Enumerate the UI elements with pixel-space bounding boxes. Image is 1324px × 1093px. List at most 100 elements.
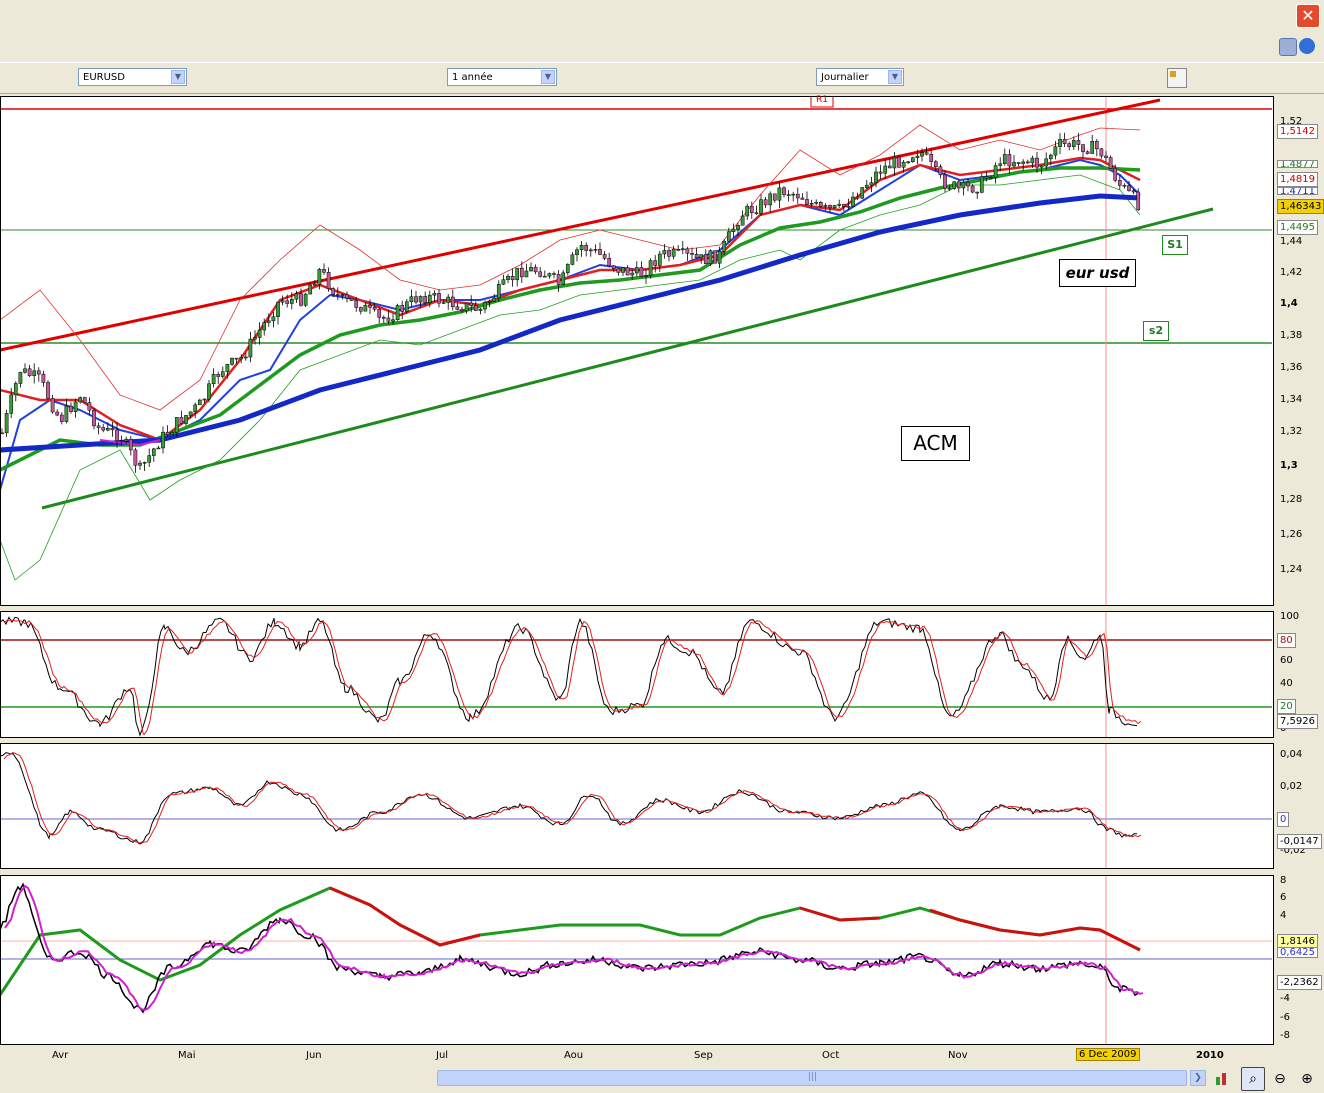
close-button[interactable]: ✕ <box>1296 4 1320 28</box>
macd-tick: 8 <box>1280 875 1287 886</box>
settings-icon[interactable] <box>1279 38 1297 56</box>
macd-slow-line-red-segments-2 <box>799 906 881 922</box>
candle-body <box>147 455 152 463</box>
stoch-80-tag: 80 <box>1277 633 1296 648</box>
chevron-down-icon[interactable]: ▼ <box>171 70 185 84</box>
candle-body <box>151 448 156 456</box>
zoom-select-icon[interactable]: ⌕ <box>1241 1067 1265 1091</box>
candle-body <box>391 319 395 322</box>
scroll-right-button[interactable]: ❯ <box>1190 1070 1206 1086</box>
candle-body <box>23 368 27 373</box>
candle-body <box>828 205 832 209</box>
stochastic-plot <box>1 612 1272 737</box>
candle-body <box>952 181 957 189</box>
chevron-down-icon[interactable]: ▼ <box>888 70 902 84</box>
chart-settings-icon[interactable] <box>1167 68 1187 88</box>
candle-body <box>653 260 658 266</box>
candle-body <box>340 294 345 297</box>
stoch-20-tag: 20 <box>1277 699 1296 714</box>
candle-body <box>556 274 561 285</box>
s1-label: S1 <box>1162 235 1188 255</box>
macd-slow-line <box>1 886 1141 996</box>
price-tick: 1,4 <box>1280 298 1298 309</box>
stoch-tick: 60 <box>1280 655 1293 666</box>
horizontal-scrollbar[interactable]: ||| <box>437 1070 1187 1086</box>
macd-signal-line <box>4 884 1144 1011</box>
candle-body <box>570 254 575 265</box>
symbol-select[interactable]: EURUSD ▼ <box>78 68 187 86</box>
candle-body <box>1113 168 1118 181</box>
candle-body <box>814 201 819 204</box>
candle-body <box>630 272 635 276</box>
candle-body <box>860 187 865 199</box>
chart-tools-icon[interactable] <box>1214 1069 1232 1087</box>
candle-body <box>699 254 704 258</box>
candle-body <box>1062 139 1067 144</box>
candle-body <box>975 191 980 194</box>
candle-body <box>1081 144 1085 153</box>
candle-body <box>312 283 317 286</box>
candle-body <box>46 382 50 399</box>
candle-body <box>317 269 322 285</box>
candle-body <box>943 174 947 189</box>
candle-body <box>795 193 800 199</box>
zoom-out-icon[interactable]: ⊖ <box>1274 1071 1286 1087</box>
macd-value-b-tag: 0,6425 <box>1277 947 1318 958</box>
candle-body <box>731 228 736 232</box>
candle-body <box>671 249 676 257</box>
ma-blue-thick <box>1 193 1141 453</box>
price-tick: 1,34 <box>1280 394 1303 405</box>
candle-body <box>667 250 671 257</box>
macd-slow-line-red-segments <box>329 886 481 947</box>
candle-body <box>188 411 193 416</box>
candle-body <box>285 300 290 304</box>
r1-label: R1 <box>816 95 828 105</box>
candle-body <box>335 294 340 296</box>
candle-body <box>1016 162 1021 164</box>
candle-body <box>36 370 41 375</box>
candle-body <box>1053 146 1058 156</box>
candle-body <box>161 431 165 449</box>
upper-band <box>1 124 1141 411</box>
candle-body <box>805 199 809 205</box>
chevron-down-icon[interactable]: ▼ <box>541 70 555 84</box>
period-select[interactable]: 1 année ▼ <box>447 68 557 86</box>
candle-body <box>432 293 437 296</box>
candle-body <box>377 309 382 318</box>
ma-red <box>1 156 1141 442</box>
candle-body <box>174 417 179 433</box>
candle-body <box>726 231 731 242</box>
interval-select[interactable]: Journalier ▼ <box>816 68 904 86</box>
candle-body <box>133 449 138 466</box>
candle-body <box>1127 185 1131 191</box>
cursor-date-label: 6 Dec 2009 <box>1076 1048 1140 1061</box>
candle-body <box>395 305 400 320</box>
candle-body <box>634 267 639 274</box>
candle-body <box>575 249 579 256</box>
lower-trend-line <box>41 207 1214 510</box>
candle-body <box>621 267 625 273</box>
candle-body <box>464 302 469 312</box>
candle-body <box>1002 154 1007 164</box>
navigate-icon[interactable] <box>1299 38 1315 54</box>
candle-body <box>749 205 754 213</box>
candle-body <box>110 428 115 431</box>
osc-line-black <box>1 752 1138 845</box>
candle-body <box>455 306 460 310</box>
price-plot <box>1 97 1272 605</box>
candle-body <box>473 305 478 311</box>
lower-band <box>1 174 1141 581</box>
candle-body <box>883 165 888 174</box>
price-tick: 1,28 <box>1280 494 1303 505</box>
candle-body <box>483 302 487 310</box>
candle-body <box>524 270 529 278</box>
zoom-in-icon[interactable]: ⊕ <box>1301 1071 1313 1087</box>
candle-body <box>584 244 589 251</box>
candle-body <box>938 166 943 176</box>
candle-body <box>892 156 897 169</box>
candle-body <box>207 383 211 400</box>
candle-body <box>846 206 851 208</box>
candle-body <box>349 298 354 301</box>
candle-body <box>27 368 32 376</box>
